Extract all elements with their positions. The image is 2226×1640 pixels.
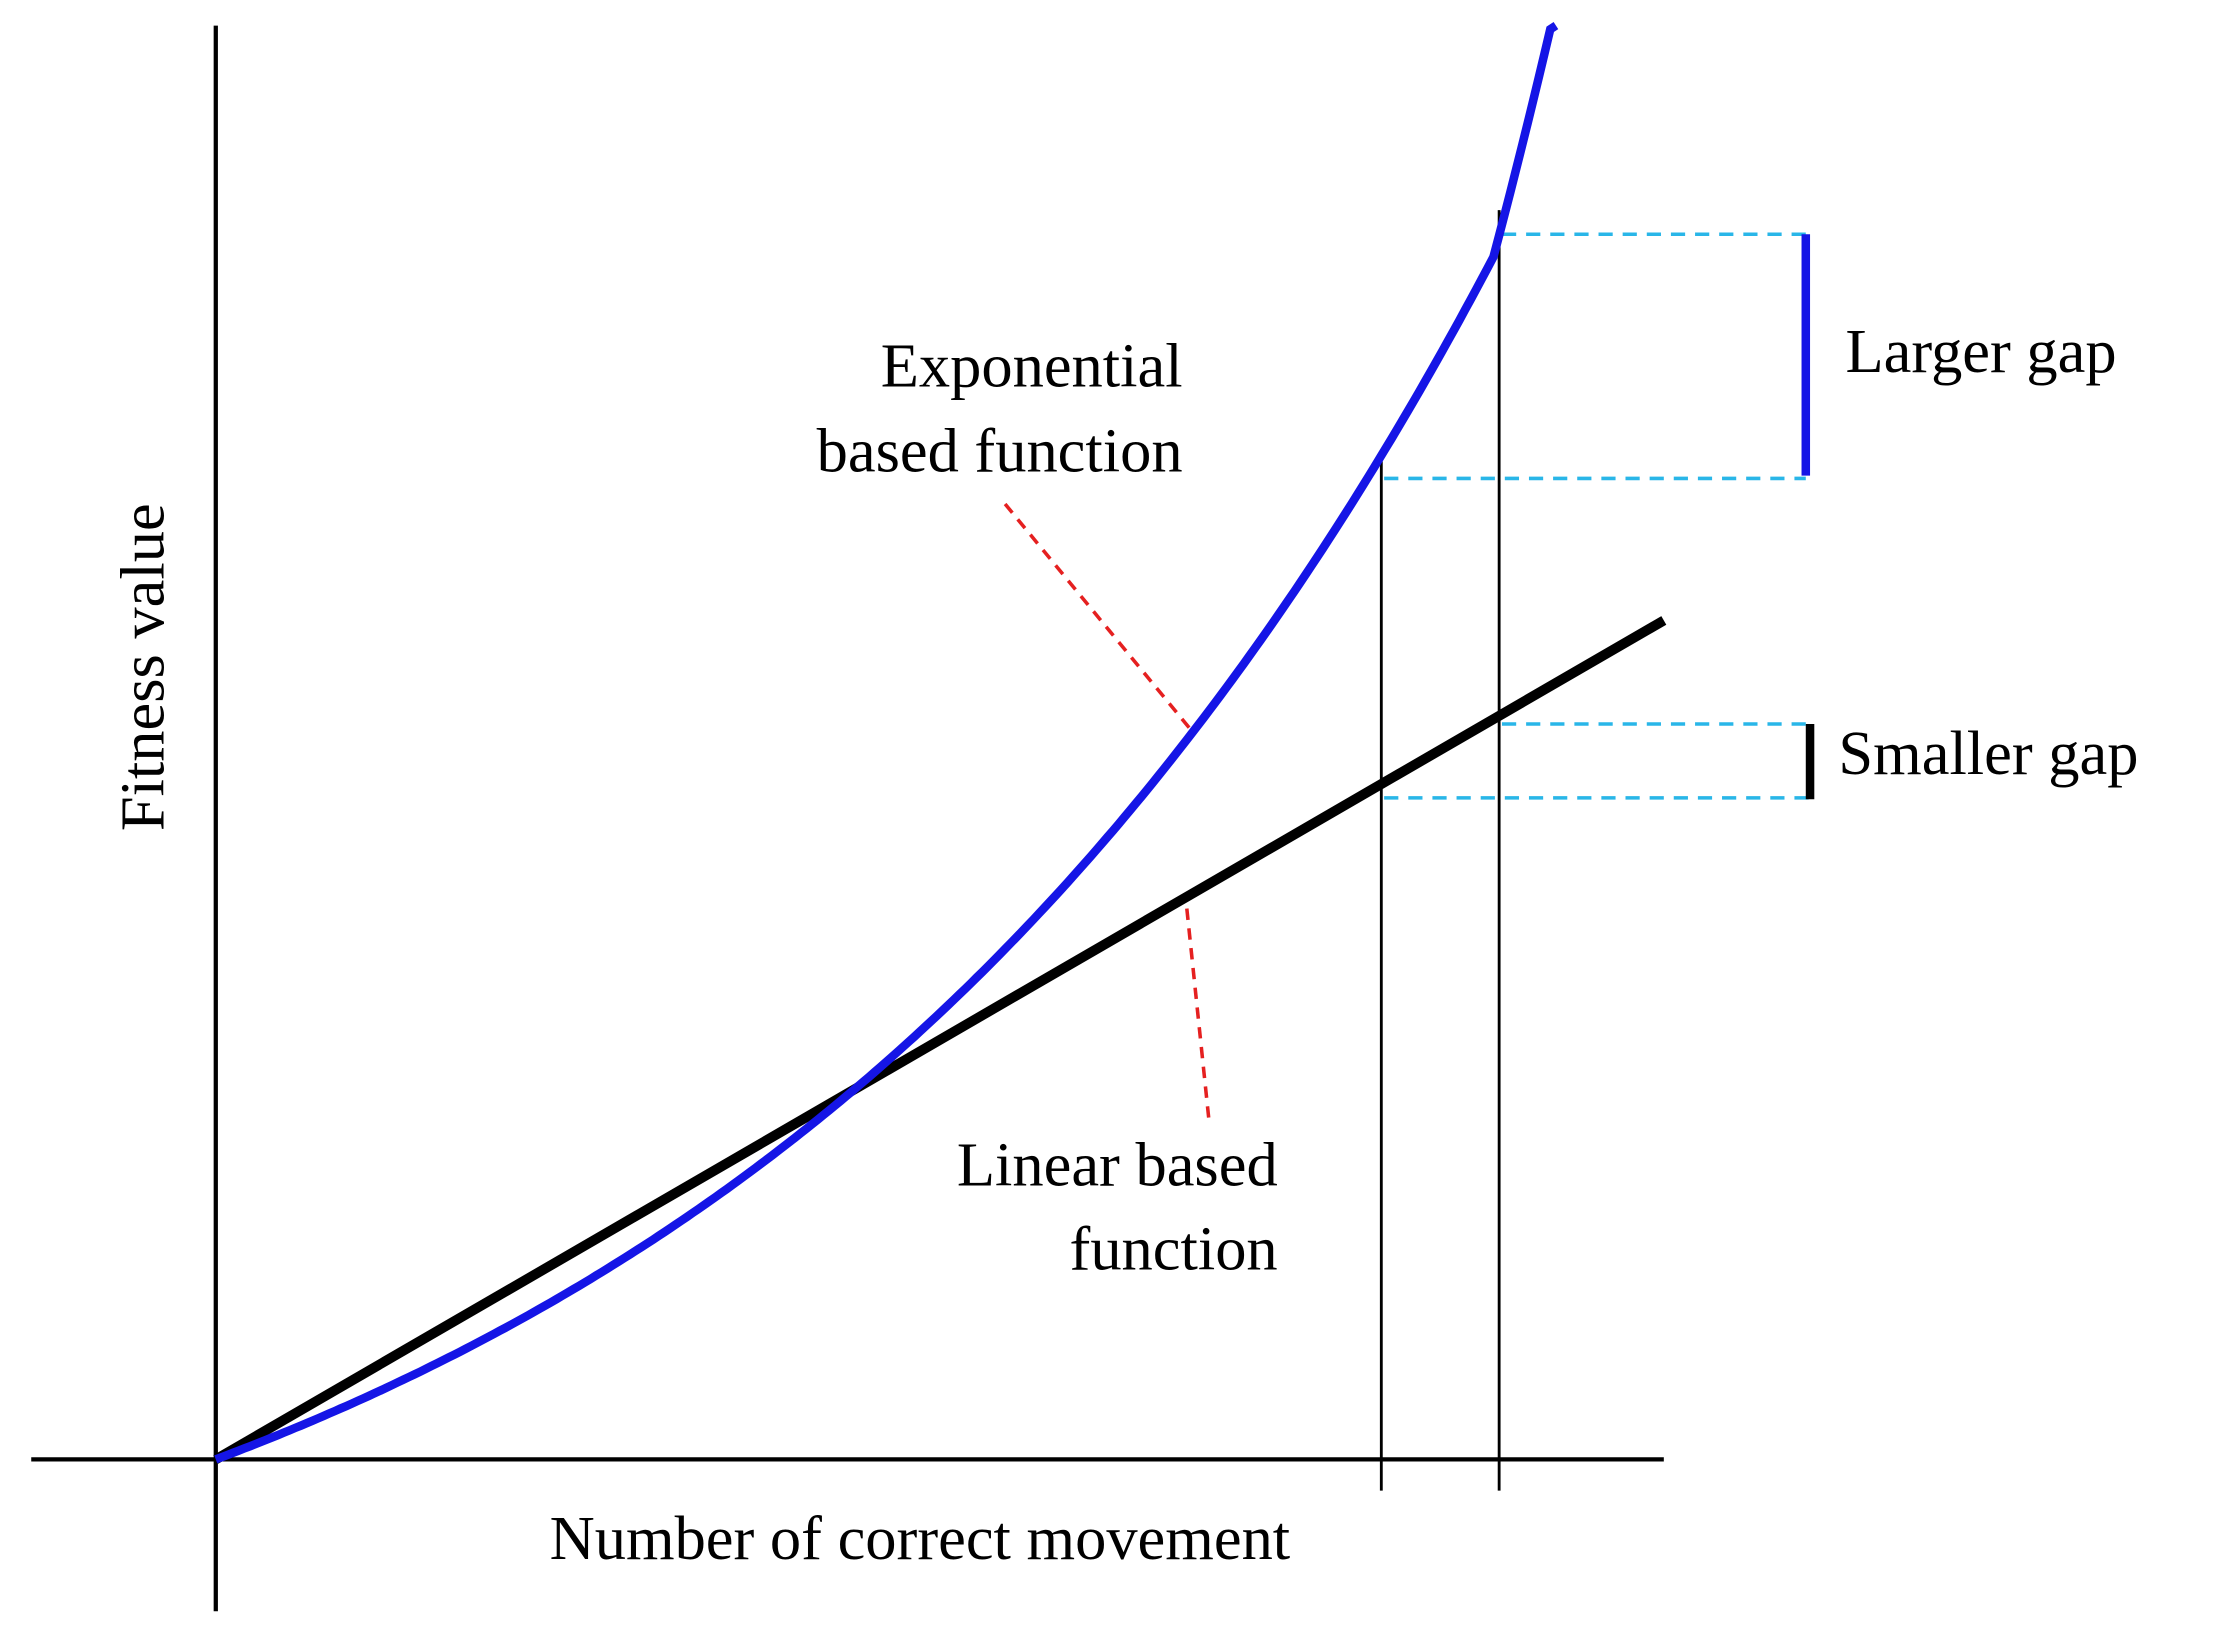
gap-guides [1384,232,1811,800]
linear-curve [213,616,1667,1464]
annotation: Exponential [881,330,1183,400]
y-axis-label: Fitness value [107,503,177,831]
annotation: function [1070,1213,1278,1283]
annotation: based function [817,415,1183,485]
gap-label: Larger gap [1846,316,2117,386]
annotation: Linear based [957,1130,1278,1200]
x-axis-label: Number of correct movement [550,1503,1290,1573]
leader-line [1003,502,1192,730]
exponential-curve [214,21,1559,1464]
gap-label: Smaller gap [1838,718,2138,788]
leader-line [1185,908,1212,1126]
